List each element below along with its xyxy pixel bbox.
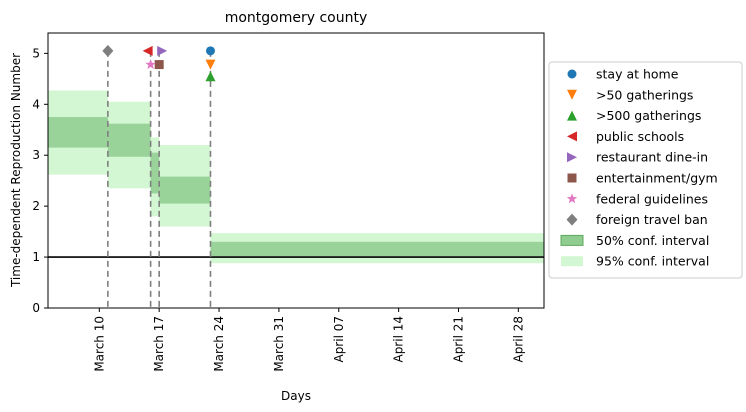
y-tick-label-4: 4 bbox=[32, 97, 40, 111]
legend-marker-7 bbox=[566, 213, 578, 226]
ci50-band-0 bbox=[48, 117, 108, 148]
legend-label-0: stay at home bbox=[596, 67, 679, 82]
legend-marker-5 bbox=[567, 173, 577, 183]
x-tick-label-3: March 31 bbox=[272, 316, 286, 372]
x-tick-label-4: April 07 bbox=[332, 316, 346, 363]
legend-label-2: >500 gatherings bbox=[596, 108, 701, 123]
legend-marker-2 bbox=[567, 110, 577, 121]
legend-marker-3 bbox=[567, 131, 577, 142]
legend-label-4: restaurant dine-in bbox=[596, 150, 708, 165]
y-tick-label-2: 2 bbox=[32, 199, 40, 213]
x-axis: March 10 March 17 March 24 March 31 April 07… bbox=[92, 308, 525, 372]
legend-label-1: >50 gatherings bbox=[596, 87, 693, 102]
legend-label-8: 50% conf. interval bbox=[596, 233, 709, 248]
legend-label-3: public schools bbox=[596, 129, 684, 144]
legend-label-5: entertainment/gym bbox=[596, 171, 718, 186]
ci50-bands bbox=[48, 117, 544, 257]
legend-label-9: 95% conf. interval bbox=[596, 254, 709, 269]
y-axis: 0 1 2 3 4 5 bbox=[32, 46, 48, 315]
legend-label-7: foreign travel ban bbox=[596, 212, 708, 227]
legend-marker-6 bbox=[566, 193, 578, 204]
ci50-band-2 bbox=[150, 152, 160, 194]
ci50-band-1 bbox=[107, 123, 151, 157]
y-tick-label-5: 5 bbox=[32, 46, 40, 60]
marker-foreign-travel-ban bbox=[102, 44, 114, 57]
y-tick-label-0: 0 bbox=[32, 301, 40, 315]
chart-title: montgomery county bbox=[225, 10, 368, 26]
legend-box bbox=[548, 61, 743, 279]
legend-marker-8 bbox=[560, 234, 584, 246]
legend-marker-0 bbox=[567, 69, 577, 79]
intervention-markers bbox=[102, 44, 216, 82]
marker-federal-guidelines bbox=[145, 59, 156, 70]
intervention-lines bbox=[107, 50, 212, 308]
x-tick-label-7: April 28 bbox=[511, 316, 525, 363]
marker-public-schools bbox=[142, 45, 153, 56]
marker--500-gatherings bbox=[205, 71, 216, 82]
y-axis-label: Time-dependent Reproduction Number bbox=[9, 53, 23, 288]
ci50-band-4 bbox=[210, 241, 544, 257]
marker-entertainment-gym bbox=[154, 60, 164, 70]
x-tick-label-0: March 10 bbox=[92, 316, 106, 372]
x-tick-label-2: March 24 bbox=[212, 316, 226, 372]
x-tick-label-5: April 14 bbox=[392, 316, 406, 363]
legend-label-6: federal guidelines bbox=[596, 191, 708, 206]
x-axis-label: Days bbox=[281, 389, 311, 403]
plot-frame bbox=[47, 32, 545, 309]
marker-stay-at-home bbox=[205, 46, 215, 56]
legend-marker-4 bbox=[567, 152, 577, 163]
y-tick-label-1: 1 bbox=[32, 250, 40, 264]
ci50-band-3 bbox=[159, 176, 211, 204]
ci95-bands bbox=[48, 90, 544, 264]
legend-marker-9 bbox=[561, 256, 583, 267]
x-tick-label-1: March 17 bbox=[152, 316, 166, 372]
x-tick-label-6: April 21 bbox=[451, 316, 465, 363]
marker-restaurant-dine-in bbox=[157, 45, 168, 56]
y-tick-label-3: 3 bbox=[32, 148, 40, 162]
legend: stay at home >50 gatherings >500 gathering… bbox=[548, 61, 743, 279]
marker--50-gatherings bbox=[205, 59, 216, 70]
legend-marker-1 bbox=[567, 89, 577, 100]
